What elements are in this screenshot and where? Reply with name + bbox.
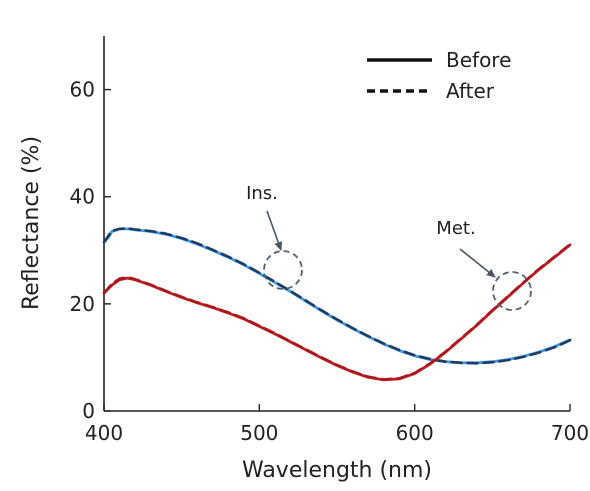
y-tick-label: 60 <box>70 78 95 102</box>
annotation-met-label: Met. <box>436 218 475 239</box>
x-ticks: 400 500 600 700 <box>85 404 589 445</box>
annotation-met-arrow <box>459 248 496 278</box>
x-tick-label: 500 <box>240 421 278 445</box>
y-ticks: 0 20 40 60 <box>70 78 111 423</box>
annotation-met-circle <box>492 271 532 311</box>
legend: Before After <box>367 48 511 103</box>
y-tick-label: 20 <box>70 292 95 316</box>
annotation-ins-circle <box>263 250 303 290</box>
metallic-after-line <box>102 243 572 381</box>
annotations: Ins. Met. <box>246 183 532 311</box>
legend-after-label: After <box>446 79 495 103</box>
x-tick-label: 700 <box>551 421 589 445</box>
y-tick-label: 0 <box>82 399 95 423</box>
annotation-ins-label: Ins. <box>246 183 278 204</box>
legend-before-label: Before <box>446 48 511 72</box>
x-tick-label: 400 <box>85 421 123 445</box>
y-axis-label: Reflectance (%) <box>19 136 44 310</box>
x-tick-label: 600 <box>396 421 434 445</box>
insulating-after-line <box>102 227 572 365</box>
x-axis-label: Wavelength (nm) <box>242 458 432 483</box>
annotation-ins-arrow <box>266 210 283 251</box>
data-series <box>102 227 572 382</box>
y-tick-label: 40 <box>70 185 95 209</box>
plot-axes <box>103 36 570 412</box>
